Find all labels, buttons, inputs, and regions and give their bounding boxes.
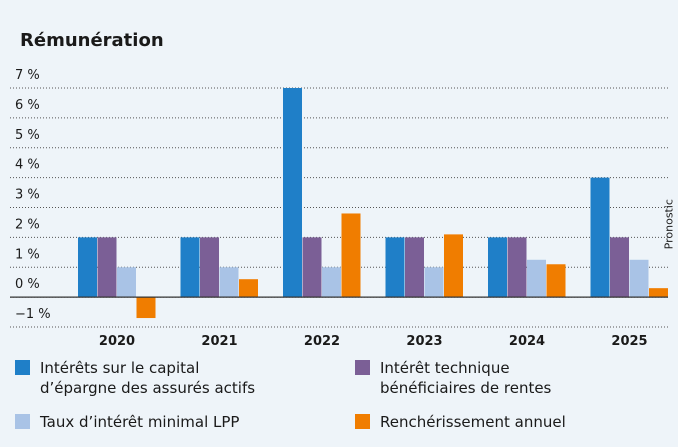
y-tick-label: 5 % bbox=[15, 128, 40, 143]
legend-label: Intérêt technique bénéficiaires de rente… bbox=[380, 359, 552, 397]
bar bbox=[444, 234, 463, 298]
bar bbox=[283, 88, 302, 298]
bar bbox=[385, 237, 405, 298]
bar bbox=[97, 237, 117, 298]
legend-swatch bbox=[355, 360, 370, 375]
bar bbox=[629, 259, 649, 298]
bar bbox=[649, 288, 668, 298]
legend-swatch bbox=[15, 360, 30, 375]
x-tick-label: 2021 bbox=[201, 334, 237, 349]
bar bbox=[200, 237, 219, 298]
chart-title: Rémunération bbox=[20, 30, 164, 51]
legend-entry: Taux d’intérêt minimal LPP bbox=[15, 412, 305, 432]
bar bbox=[78, 237, 97, 298]
legend-swatch bbox=[15, 414, 30, 429]
x-tick-label: 2022 bbox=[304, 334, 340, 349]
legend-label: Intérêts sur le capital d’épargne des as… bbox=[40, 359, 256, 397]
legend-entry: Intérêts sur le capital d’épargne des as… bbox=[15, 358, 305, 398]
bar bbox=[322, 267, 341, 298]
y-tick-label: 4 % bbox=[15, 158, 40, 173]
bar bbox=[405, 237, 424, 298]
bar bbox=[180, 237, 200, 298]
legend-label: Renchérissement annuel bbox=[380, 413, 566, 431]
bar bbox=[341, 213, 361, 298]
bar bbox=[590, 177, 610, 298]
bar bbox=[507, 237, 527, 298]
bar bbox=[610, 237, 629, 298]
bar bbox=[239, 279, 258, 298]
y-tick-label: 0 % bbox=[15, 277, 40, 292]
x-tick-label: 2025 bbox=[611, 334, 647, 349]
x-tick-label: 2024 bbox=[509, 334, 545, 349]
annotation: Pronostic bbox=[662, 199, 675, 249]
legend-entry: Intérêt technique bénéficiaires de rente… bbox=[355, 358, 645, 398]
y-tick-label: 1 % bbox=[15, 247, 40, 262]
bar bbox=[136, 297, 156, 319]
bar bbox=[527, 259, 546, 298]
y-tick-label: 3 % bbox=[15, 188, 40, 203]
bar bbox=[424, 267, 444, 298]
bar bbox=[219, 267, 239, 298]
x-tick-label: 2020 bbox=[99, 334, 135, 349]
bar bbox=[488, 237, 507, 298]
bar bbox=[302, 237, 322, 298]
x-tick-label: 2023 bbox=[406, 334, 442, 349]
bar bbox=[117, 267, 136, 298]
bar bbox=[546, 264, 566, 298]
legend-swatch bbox=[355, 414, 370, 429]
y-tick-label: −1 % bbox=[15, 307, 51, 322]
legend-label: Taux d’intérêt minimal LPP bbox=[40, 413, 240, 431]
legend-entry: Renchérissement annuel bbox=[355, 412, 645, 432]
y-tick-label: 7 % bbox=[15, 68, 40, 83]
y-tick-label: 2 % bbox=[15, 217, 40, 232]
y-tick-label: 6 % bbox=[15, 98, 40, 113]
